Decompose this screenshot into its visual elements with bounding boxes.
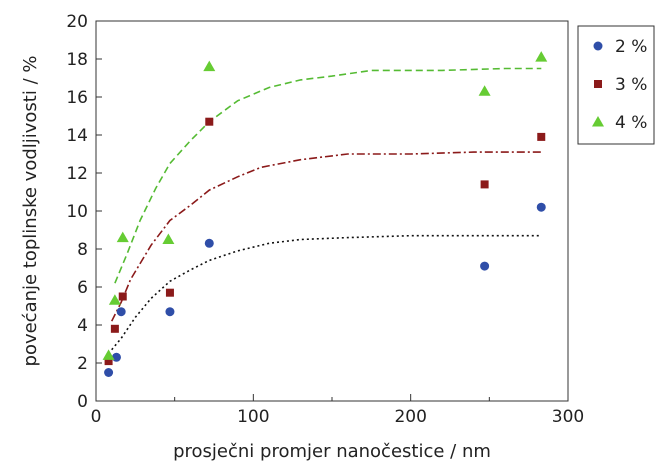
y-tick-label: 0 xyxy=(77,392,88,412)
data-point-square xyxy=(205,117,214,126)
x-tick-label: 0 xyxy=(91,407,102,427)
data-point-circle xyxy=(116,307,126,317)
data-point-triangle xyxy=(116,231,129,243)
legend-marker-circle xyxy=(593,41,603,51)
x-tick-label: 100 xyxy=(237,407,269,427)
data-point-square xyxy=(537,132,546,141)
legend-label: 3 % xyxy=(615,75,647,95)
data-point-triangle xyxy=(478,85,491,96)
data-point-circle xyxy=(204,238,214,248)
x-tick-label: 300 xyxy=(552,407,584,427)
y-tick-label: 12 xyxy=(66,164,88,184)
trend-line-triangle xyxy=(114,67,542,284)
x-axis-label: prosječni promjer nanočestice / nm xyxy=(173,441,491,462)
data-point-circle xyxy=(104,368,114,377)
trend-line-circle xyxy=(111,234,542,351)
y-tick-label: 20 xyxy=(66,12,88,32)
y-tick-label: 2 xyxy=(77,354,88,374)
data-point-triangle xyxy=(162,233,175,244)
plot-frame xyxy=(95,20,569,402)
y-tick-label: 18 xyxy=(66,50,88,70)
legend-marker-square xyxy=(594,80,602,88)
y-tick-label: 6 xyxy=(77,278,88,298)
legend-label: 2 % xyxy=(615,37,647,57)
data-point-triangle xyxy=(102,349,115,360)
data-points xyxy=(102,51,548,377)
x-tick-label: 200 xyxy=(394,407,426,427)
data-point-triangle xyxy=(203,60,216,72)
data-point-circle xyxy=(536,202,546,212)
data-point-circle xyxy=(111,352,121,362)
trend-line-square xyxy=(110,151,542,322)
x-axis-ticks: 0 100 200 300 xyxy=(91,394,584,427)
legend-box xyxy=(577,25,655,145)
trend-lines xyxy=(110,67,542,351)
y-axis-ticks: 0 2 4 6 8 10 12 14 16 18 20 xyxy=(66,12,102,412)
data-point-triangle xyxy=(535,51,548,62)
data-point-triangle xyxy=(108,294,121,305)
data-point-circle xyxy=(480,261,490,271)
y-axis-label: povećanje toplinske vodljivosti / % xyxy=(20,56,41,367)
y-tick-label: 16 xyxy=(66,88,88,108)
y-tick-label: 10 xyxy=(66,202,88,222)
y-tick-label: 14 xyxy=(66,126,88,146)
data-point-square xyxy=(165,288,174,297)
data-point-circle xyxy=(165,307,175,317)
y-tick-label: 8 xyxy=(77,240,88,260)
data-point-square xyxy=(104,357,113,366)
data-point-square xyxy=(118,292,127,301)
data-point-square xyxy=(480,180,489,189)
plot-area xyxy=(95,20,569,402)
y-tick-label: 4 xyxy=(77,316,88,336)
data-point-square xyxy=(110,324,119,333)
legend-marker-triangle xyxy=(592,116,604,127)
legend: 2 % 3 % 4 % xyxy=(577,25,655,145)
legend-label: 4 % xyxy=(615,113,647,133)
